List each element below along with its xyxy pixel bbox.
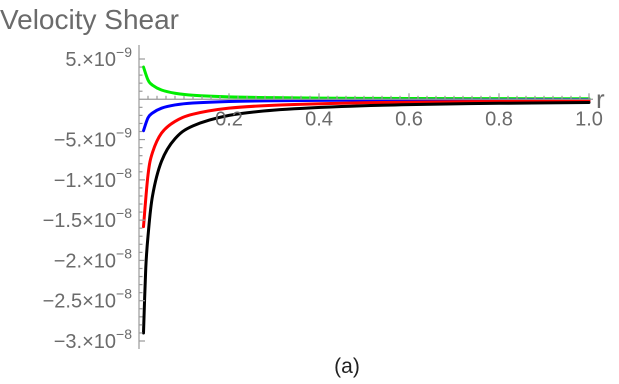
y-tick-label: −2.5×10−8 bbox=[43, 286, 133, 313]
y-tick-label: −5.×10−9 bbox=[54, 125, 132, 152]
axes bbox=[138, 45, 593, 349]
y-tick-label: −1.5×10−8 bbox=[43, 205, 133, 232]
y-tick-label: −1.×10−8 bbox=[54, 165, 132, 192]
x-tick-label: 1.0 bbox=[575, 108, 603, 130]
series-line-1 bbox=[142, 65, 591, 101]
figure-caption: (a) bbox=[334, 355, 360, 378]
series-curves bbox=[142, 65, 591, 335]
series-line-2 bbox=[142, 98, 591, 133]
y-tick-label: −2.×10−8 bbox=[54, 245, 132, 272]
series-line-4 bbox=[142, 101, 591, 335]
x-tick-label: 0.6 bbox=[395, 108, 423, 130]
y-tick-label: 5.×10−9 bbox=[65, 44, 132, 71]
x-ticks: 0.2 0.4 0.6 0.8 1.0 bbox=[215, 108, 603, 130]
chart-title: Velocity Shear bbox=[0, 4, 179, 35]
x-axis-label: r bbox=[596, 84, 605, 114]
series-line-3 bbox=[142, 99, 591, 229]
x-tick-label: 0.8 bbox=[485, 108, 513, 130]
y-tick-label: −3.×10−8 bbox=[54, 326, 132, 353]
x-tick-label: 0.2 bbox=[215, 108, 243, 130]
x-tick-label: 0.4 bbox=[305, 108, 333, 130]
y-ticks: 5.×10−9 −5.×10−9 −1.×10−8 −1.5×10−8 −2.×10−8… bbox=[43, 44, 133, 353]
